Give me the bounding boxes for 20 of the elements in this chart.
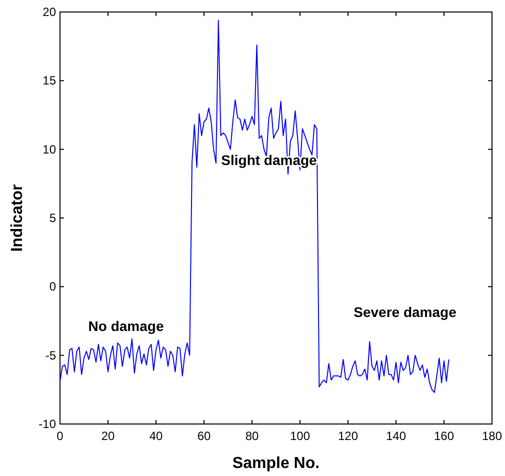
y-tick-label: 20 bbox=[42, 5, 56, 19]
x-axis-title: Sample No. bbox=[232, 455, 320, 472]
y-tick-label: -10 bbox=[38, 417, 56, 431]
y-axis-title: Indicator bbox=[9, 184, 26, 252]
x-tick-label: 140 bbox=[386, 429, 406, 443]
x-tick-label: 120 bbox=[338, 429, 358, 443]
x-tick-label: 80 bbox=[245, 429, 259, 443]
x-tick-label: 60 bbox=[197, 429, 211, 443]
y-tick-label: 0 bbox=[49, 280, 56, 294]
x-tick-label: 40 bbox=[149, 429, 163, 443]
y-tick-label: -5 bbox=[45, 348, 56, 362]
y-tick-label: 10 bbox=[42, 142, 56, 156]
y-tick-label: 5 bbox=[49, 211, 56, 225]
x-tick-label: 180 bbox=[482, 429, 502, 443]
annotation: Severe damage bbox=[354, 304, 457, 320]
y-tick-label: 15 bbox=[42, 74, 56, 88]
x-tick-label: 20 bbox=[101, 429, 115, 443]
annotation: No damage bbox=[88, 318, 164, 334]
x-tick-label: 100 bbox=[290, 429, 310, 443]
x-tick-label: 160 bbox=[434, 429, 454, 443]
